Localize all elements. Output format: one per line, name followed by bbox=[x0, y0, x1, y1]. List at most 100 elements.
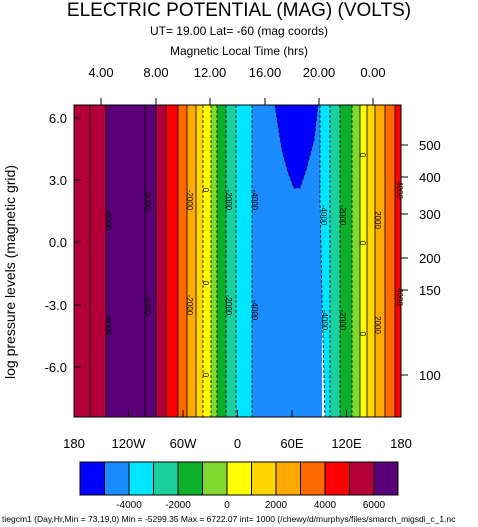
band-orange-right bbox=[375, 105, 385, 417]
colorbar bbox=[79, 461, 399, 496]
contour-label: -4000 bbox=[250, 300, 259, 321]
contour-label: 4000 bbox=[395, 181, 404, 199]
contour-label: -4000 bbox=[320, 310, 329, 331]
contour-label: -6000 bbox=[104, 315, 113, 336]
right-tick-label: 200 bbox=[419, 251, 441, 266]
colorbar-swatch bbox=[128, 461, 154, 496]
footer-info: tiegcm1 (Day,Hr,Min = 73,19,0) Min = -52… bbox=[2, 514, 456, 524]
colorbar-swatch bbox=[79, 461, 105, 496]
contour-label: 4000 bbox=[395, 288, 404, 306]
right-tick-label: 100 bbox=[419, 368, 441, 383]
contour-label: -6000 bbox=[143, 190, 152, 211]
band-teal-right bbox=[330, 105, 340, 417]
band-orange bbox=[187, 105, 196, 417]
colorbar-label: 0 bbox=[224, 500, 230, 511]
top-axis-title: Magnetic Local Time (hrs) bbox=[169, 44, 309, 58]
band-cyan bbox=[236, 105, 252, 417]
contour-label: 0 bbox=[201, 281, 210, 286]
x-tick-label: 60W bbox=[170, 436, 197, 451]
band-red bbox=[166, 105, 178, 417]
colorbar-label: 6000 bbox=[363, 500, 386, 511]
colorbar-swatch bbox=[349, 461, 375, 496]
contour-label: 0 bbox=[201, 188, 210, 193]
x-tick-label: 120W bbox=[112, 436, 147, 451]
contour-label: -2000 bbox=[338, 205, 347, 226]
contour-label: -4000 bbox=[250, 190, 259, 211]
contour-label: -6000 bbox=[104, 210, 113, 231]
y-tick-label: 6.0 bbox=[49, 111, 67, 126]
contour-lines bbox=[89, 104, 396, 418]
colorbar-swatch bbox=[104, 461, 130, 496]
band-yellow-right bbox=[360, 105, 367, 417]
colorbar-label: 4000 bbox=[314, 500, 337, 511]
band-cyan-right bbox=[320, 105, 330, 417]
top-axis bbox=[100, 98, 374, 105]
x-tick-label: 120E bbox=[331, 436, 362, 451]
contour-label: 0 bbox=[358, 332, 367, 337]
band-green-right bbox=[340, 105, 352, 417]
right-tick-label: 500 bbox=[419, 138, 441, 153]
x-axis bbox=[73, 410, 402, 417]
y-tick-label: -6.0 bbox=[45, 360, 67, 375]
colorbar-swatch bbox=[300, 461, 326, 496]
contour-label: 0 bbox=[358, 241, 367, 246]
colorbar-swatch bbox=[153, 461, 179, 496]
top-tick-labels: 4.00 8.00 12.00 16.00 20.00 0.00 bbox=[88, 65, 385, 80]
contour-bands bbox=[74, 105, 401, 417]
contour-label: -6000 bbox=[143, 295, 152, 316]
x-tick-label: 60E bbox=[280, 436, 303, 451]
band-teal bbox=[226, 105, 236, 417]
band-lime bbox=[211, 105, 217, 417]
contour-label: 0 bbox=[358, 153, 367, 158]
chart-subtitle: UT= 19.00 Lat= -60 (mag coords) bbox=[149, 24, 329, 38]
band-red-right bbox=[395, 105, 401, 417]
contour-label: 2000 bbox=[373, 211, 382, 229]
top-tick-label: 16.00 bbox=[249, 65, 282, 80]
top-tick-label: 12.00 bbox=[194, 65, 227, 80]
band-yellow bbox=[203, 105, 211, 417]
colorbar-swatch bbox=[251, 461, 277, 496]
contour-label: -2000 bbox=[185, 295, 194, 316]
contour-line bbox=[319, 105, 326, 418]
band-crimson bbox=[156, 105, 166, 417]
band-orangered-right bbox=[385, 105, 395, 417]
colorbar-swatch bbox=[226, 461, 252, 496]
top-tick-label: 20.00 bbox=[303, 65, 336, 80]
band-gold bbox=[196, 105, 203, 417]
band-green bbox=[217, 105, 226, 417]
x-tick-label: 180 bbox=[63, 436, 85, 451]
x-tick-label: 180 bbox=[390, 436, 412, 451]
contour-label: -4000 bbox=[319, 205, 328, 226]
right-axis bbox=[401, 144, 408, 376]
right-tick-labels: 500 400 300 200 150 100 bbox=[419, 138, 441, 383]
colorbar-swatch bbox=[373, 461, 399, 496]
contour-line bbox=[274, 104, 319, 189]
colorbar-labels: -4000 -2000 0 2000 4000 6000 bbox=[116, 500, 385, 511]
right-tick-label: 150 bbox=[419, 283, 441, 298]
colorbar-swatch bbox=[275, 461, 301, 496]
contour-label: 0 bbox=[201, 373, 210, 378]
colorbar-label: -2000 bbox=[165, 500, 191, 511]
colorbar-swatch bbox=[202, 461, 228, 496]
right-tick-label: 300 bbox=[419, 207, 441, 222]
x-tick-labels: 180 120W 60W 0 60E 120E 180 bbox=[63, 436, 412, 451]
top-tick-label: 0.00 bbox=[360, 65, 385, 80]
contour-label: -2000 bbox=[224, 190, 233, 211]
colorbar-label: -4000 bbox=[116, 500, 142, 511]
y-tick-label: 0.0 bbox=[49, 235, 67, 250]
contour-labels: -6000 -6000 -6000 -6000 -2000 -2000 0 0 … bbox=[104, 153, 404, 378]
band-lime-right bbox=[352, 105, 360, 417]
x-tick-label: 0 bbox=[234, 436, 241, 451]
y-axis bbox=[74, 117, 81, 368]
right-tick-label: 400 bbox=[419, 170, 441, 185]
band-gold-right bbox=[367, 105, 375, 417]
band-blue-core bbox=[275, 105, 318, 188]
band-darkpurple bbox=[106, 105, 156, 417]
y-tick-label: -3.0 bbox=[45, 298, 67, 313]
colorbar-swatch bbox=[177, 461, 203, 496]
y-tick-labels: 6.0 3.0 0.0 -3.0 -6.0 bbox=[45, 111, 67, 375]
contour-label: -2000 bbox=[224, 295, 233, 316]
contour-label: 2000 bbox=[373, 316, 382, 334]
contour-label: -2000 bbox=[338, 310, 347, 331]
